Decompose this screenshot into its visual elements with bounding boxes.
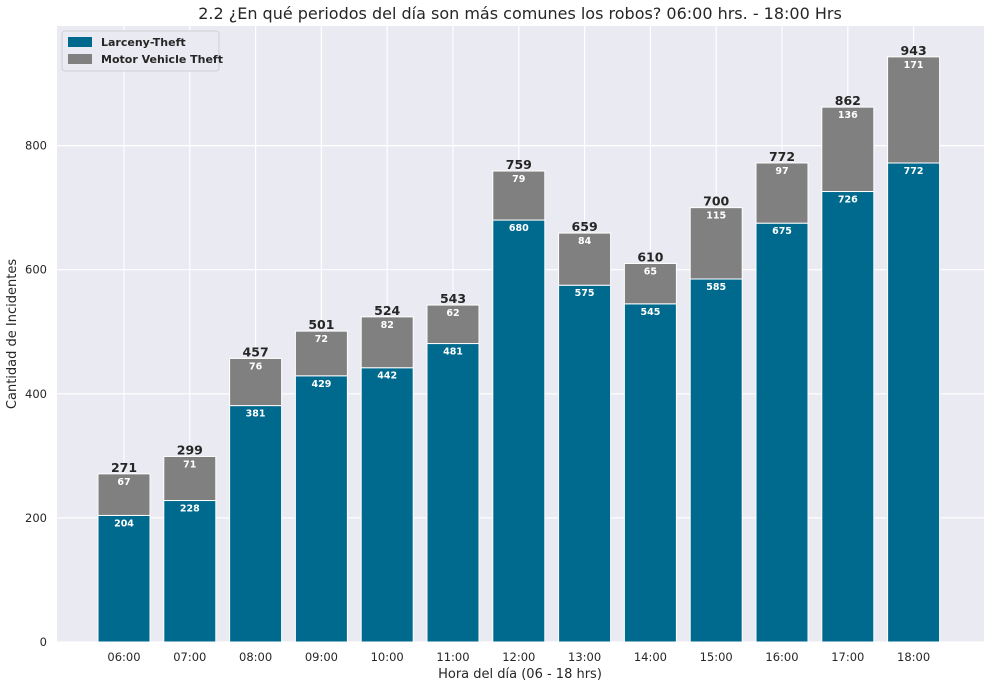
bar-motor-vehicle-theft (755, 162, 809, 224)
legend-label-larceny-theft: Larceny-Theft (101, 36, 186, 49)
bar-value-label-larceny-theft: 381 (246, 409, 266, 420)
y-axis-ticks: 0 200 400 600 800 (25, 139, 47, 649)
bar-total-label: 700 (703, 194, 729, 209)
bar-value-label-larceny-theft: 585 (706, 282, 726, 293)
x-tick-label: 06:00 (107, 650, 140, 664)
bar-total-label: 543 (440, 291, 466, 306)
bar-value-label-larceny-theft: 772 (904, 166, 924, 177)
bar-value-label-motor-vehicle-theft: 171 (904, 60, 924, 71)
y-axis-label: Cantidad de Incidentes (5, 259, 20, 409)
x-tick-label: 15:00 (700, 650, 733, 664)
bar-value-label-larceny-theft: 575 (575, 288, 595, 299)
bar-value-label-motor-vehicle-theft: 136 (838, 110, 858, 121)
bar-total-label: 759 (506, 157, 532, 172)
bar-total-label: 659 (572, 219, 598, 234)
bar-motor-vehicle-theft (821, 106, 875, 193)
x-tick-label: 17:00 (831, 650, 864, 664)
bar-larceny-theft (97, 514, 151, 643)
bar-motor-vehicle-theft (689, 207, 743, 280)
bar-value-label-motor-vehicle-theft: 82 (381, 320, 394, 331)
bar-value-label-larceny-theft: 481 (443, 347, 463, 358)
bar-motor-vehicle-theft (294, 330, 348, 377)
bar-larceny-theft (294, 375, 348, 643)
bar-value-label-larceny-theft: 442 (377, 371, 397, 382)
bar-larceny-theft (360, 367, 414, 643)
x-tick-label: 14:00 (634, 650, 667, 664)
bar-motor-vehicle-theft (623, 262, 677, 305)
bar-value-label-larceny-theft: 545 (640, 307, 660, 318)
x-tick-label: 13:00 (568, 650, 601, 664)
bar-value-label-motor-vehicle-theft: 79 (512, 174, 525, 185)
bar-value-label-motor-vehicle-theft: 97 (775, 166, 788, 177)
bar-total-label: 457 (243, 344, 269, 359)
bar-larceny-theft (623, 303, 677, 643)
bar-total-label: 772 (769, 149, 795, 164)
x-tick-label: 12:00 (502, 650, 535, 664)
bar-total-label: 610 (637, 249, 663, 264)
bar-value-label-motor-vehicle-theft: 84 (578, 236, 592, 247)
bar-value-label-motor-vehicle-theft: 67 (117, 477, 130, 488)
bar-value-label-larceny-theft: 204 (114, 518, 134, 529)
bar-larceny-theft (755, 222, 809, 643)
bar-total-label: 271 (111, 460, 137, 475)
bar-value-label-larceny-theft: 680 (509, 223, 529, 234)
legend-label-motor-vehicle-theft: Motor Vehicle Theft (101, 53, 223, 66)
bar-larceny-theft (492, 219, 546, 643)
bar-value-label-motor-vehicle-theft: 115 (706, 211, 726, 222)
bar-motor-vehicle-theft (492, 170, 546, 221)
bar-total-label: 943 (901, 43, 927, 58)
x-tick-label: 18:00 (897, 650, 930, 664)
x-axis-label: Hora del día (06 - 18 hrs) (438, 667, 602, 682)
x-tick-label: 11:00 (436, 650, 469, 664)
bar-larceny-theft (887, 162, 941, 643)
bar-larceny-theft (163, 500, 217, 643)
bar-motor-vehicle-theft (426, 304, 480, 345)
bar-value-label-motor-vehicle-theft: 62 (446, 308, 459, 319)
bar-motor-vehicle-theft (360, 316, 414, 369)
x-tick-label: 07:00 (173, 650, 206, 664)
bar-value-label-larceny-theft: 726 (838, 195, 858, 206)
y-tick-label: 400 (25, 387, 47, 401)
bar-motor-vehicle-theft (163, 455, 217, 502)
bar-motor-vehicle-theft (97, 473, 151, 516)
y-tick-label: 0 (40, 635, 47, 649)
bar-value-label-motor-vehicle-theft: 71 (183, 459, 196, 470)
bar-larceny-theft (821, 191, 875, 643)
bar-total-label: 524 (374, 303, 400, 318)
legend-box (61, 30, 220, 72)
data-labels: 204 67 271 228 71 299 381 76 457 429 72 501 442 82 524… (111, 43, 927, 530)
x-tick-label: 09:00 (305, 650, 338, 664)
bar-larceny-theft (689, 278, 743, 643)
bar-larceny-theft (229, 405, 283, 643)
x-tick-label: 08:00 (239, 650, 272, 664)
bar-motor-vehicle-theft (229, 357, 283, 407)
bar-total-label: 299 (177, 442, 203, 457)
x-tick-label: 10:00 (371, 650, 404, 664)
y-tick-label: 600 (25, 263, 47, 277)
bar-value-label-motor-vehicle-theft: 65 (644, 266, 657, 277)
y-tick-label: 800 (25, 139, 47, 153)
legend-swatch-larceny-theft (68, 37, 92, 47)
chart-title: 2.2 ¿En qué periodos del día son más com… (198, 4, 842, 23)
bar-larceny-theft (558, 284, 612, 643)
bar-total-label: 501 (308, 317, 334, 332)
bar-value-label-larceny-theft: 429 (311, 379, 331, 390)
bar-value-label-larceny-theft: 675 (772, 226, 792, 237)
bar-value-label-motor-vehicle-theft: 76 (249, 361, 263, 372)
bar-motor-vehicle-theft (558, 232, 612, 286)
bar-total-label: 862 (835, 93, 861, 108)
bar-larceny-theft (426, 343, 480, 643)
bar-value-label-motor-vehicle-theft: 72 (315, 334, 328, 345)
y-tick-label: 200 (25, 511, 47, 525)
legend-swatch-motor-vehicle-theft (68, 54, 92, 64)
bars (97, 56, 941, 643)
x-tick-label: 16:00 (765, 650, 798, 664)
x-axis-ticks: 06:00 07:00 08:00 09:00 10:00 11:00 12:00 13:00… (107, 650, 930, 664)
legend: Larceny-Theft Motor Vehicle Theft (61, 30, 223, 72)
bar-value-label-larceny-theft: 228 (180, 504, 200, 515)
bar-motor-vehicle-theft (887, 56, 941, 164)
